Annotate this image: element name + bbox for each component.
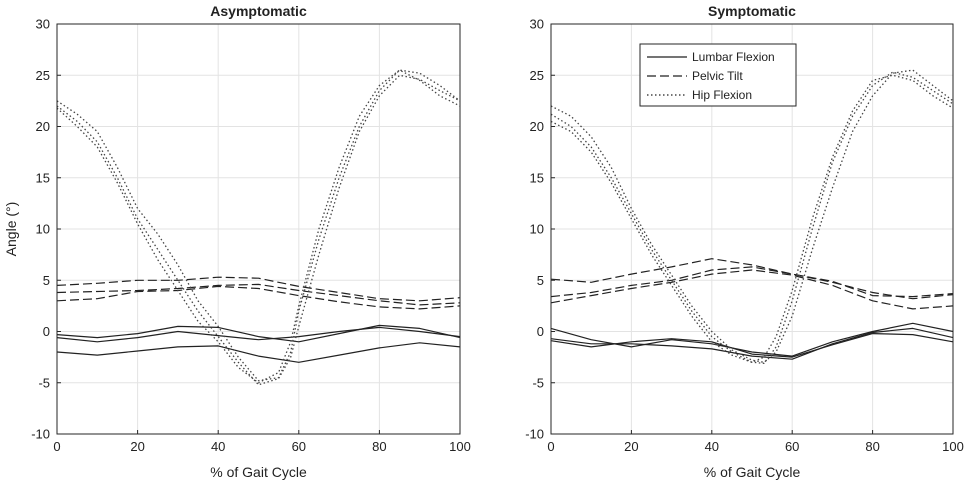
x-tick-label: 40 [705, 439, 719, 454]
y-tick-label: 0 [43, 324, 50, 339]
legend: Lumbar Flexion Pelvic Tilt Hip Flexion [639, 43, 797, 107]
series-line-hip-flexion [550, 69, 954, 363]
y-tick-label: 15 [36, 170, 50, 185]
y-tick-label: -10 [525, 427, 544, 442]
x-tick-label: 40 [211, 439, 225, 454]
chart-title: Asymptomatic [210, 3, 307, 19]
y-tick-label: 0 [537, 324, 544, 339]
x-tick-label: 80 [372, 439, 386, 454]
y-tick-label: 15 [530, 170, 544, 185]
chart-title: Symptomatic [708, 3, 796, 19]
x-tick-label: 20 [624, 439, 638, 454]
y-tick-label: 5 [537, 273, 544, 288]
series-line-pelvic-tilt [56, 283, 461, 306]
series-line-lumbar-flexion [56, 324, 461, 343]
legend-box [639, 43, 797, 107]
y-tick-label: 25 [36, 68, 50, 83]
symptomatic-panel: 0 20 40 60 80 100 -10 -5 0 5 10 15 20 25 30 Symptomatic… [525, 3, 964, 480]
x-axis-label: % of Gait Cycle [210, 464, 307, 480]
series-line-lumbar-flexion [550, 333, 954, 358]
legend-label: Pelvic Tilt [692, 69, 743, 83]
y-tick-label: 20 [36, 119, 50, 134]
x-tick-label: 0 [53, 439, 60, 454]
x-tick-label: 60 [785, 439, 799, 454]
y-tick-label: 5 [43, 273, 50, 288]
series-line-lumbar-flexion [56, 326, 461, 343]
x-tick-label: 80 [865, 439, 879, 454]
series-line-pelvic-tilt [56, 276, 461, 302]
series-line-hip-flexion [56, 74, 461, 386]
series-line-lumbar-flexion [56, 342, 461, 363]
series-line-lumbar-flexion [550, 322, 954, 357]
y-tick-label: 10 [36, 222, 50, 237]
legend-label: Lumbar Flexion [692, 50, 775, 64]
series-line-hip-flexion [56, 69, 461, 382]
x-axis-label: % of Gait Cycle [704, 464, 801, 480]
series-line-pelvic-tilt [56, 285, 461, 310]
y-tick-label: -5 [532, 375, 544, 390]
series-line-pelvic-tilt [550, 266, 954, 298]
asymptomatic-panel: 0 20 40 60 80 100 -10 -5 0 5 10 15 20 25 30 Asymptomati… [3, 3, 471, 480]
series-line-hip-flexion [56, 69, 461, 384]
y-tick-label: -5 [38, 375, 50, 390]
series-line-pelvic-tilt [550, 258, 954, 300]
x-tick-label: 100 [449, 439, 471, 454]
y-axis-label: Angle (°) [3, 202, 19, 257]
y-tick-label: 30 [530, 17, 544, 32]
y-tick-label: -10 [31, 427, 50, 442]
y-tick-label: 25 [530, 68, 544, 83]
series-line-pelvic-tilt [550, 269, 954, 310]
series-line-hip-flexion [550, 71, 954, 364]
x-tick-label: 60 [292, 439, 306, 454]
x-tick-label: 0 [547, 439, 554, 454]
y-tick-label: 10 [530, 222, 544, 237]
x-tick-label: 20 [130, 439, 144, 454]
y-tick-label: 20 [530, 119, 544, 134]
y-tick-label: 30 [36, 17, 50, 32]
legend-label: Hip Flexion [692, 88, 752, 102]
x-tick-label: 100 [942, 439, 964, 454]
series-line-hip-flexion [550, 74, 954, 363]
